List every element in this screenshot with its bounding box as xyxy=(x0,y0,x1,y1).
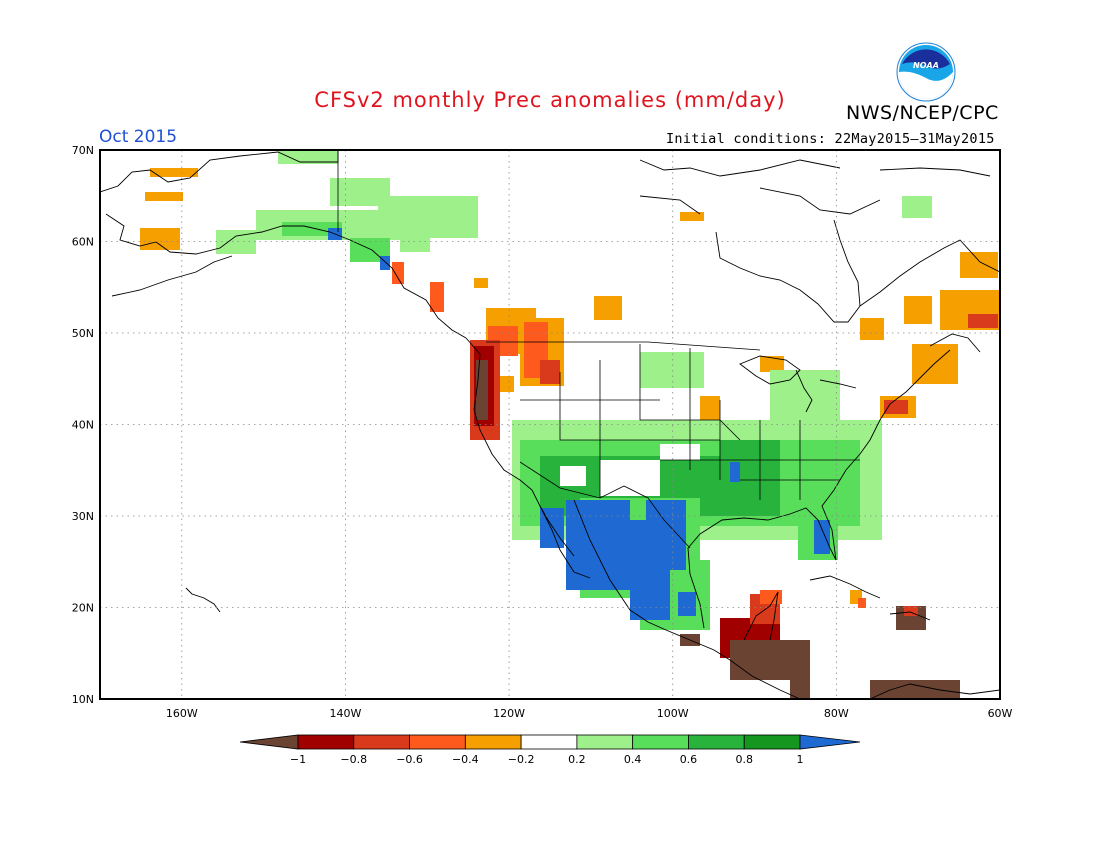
colorbar-tick-label: −0.2 xyxy=(508,753,535,766)
lat-label: 60N xyxy=(72,236,94,249)
lon-label: 160W xyxy=(166,707,198,720)
longitude-labels: 160W 140W 120W 100W 80W 60W xyxy=(166,707,1013,720)
central-america-dry xyxy=(680,590,960,699)
lat-label: 20N xyxy=(72,602,94,615)
coastlines xyxy=(100,150,1000,699)
colorbar-tick-label: 0.8 xyxy=(735,753,753,766)
latitude-labels: 70N 60N 50N 40N 30N 20N 10N xyxy=(72,144,94,706)
colorbar: −1 −0.8 −0.6 −0.4 −0.2 0.2 0.4 0.6 0.8 1 xyxy=(239,734,861,766)
colorbar-segment xyxy=(632,734,689,750)
lat-label: 70N xyxy=(72,144,94,157)
lon-label: 80W xyxy=(824,707,849,720)
pacific-northwest-dry xyxy=(470,308,564,440)
colorbar-tick-label: 0.6 xyxy=(680,753,698,766)
lat-label: 40N xyxy=(72,419,94,432)
colorbar-segment xyxy=(520,734,578,750)
southeast-alaska-dry xyxy=(392,262,444,312)
alaska-wet-anomaly xyxy=(216,150,932,254)
initial-conditions: Initial conditions: 22May2015–31May2015 xyxy=(666,131,995,147)
colorbar-segment xyxy=(464,734,522,750)
colorbar-segment xyxy=(409,734,466,750)
political-borders xyxy=(337,150,860,549)
colorbar-tick-label: −0.4 xyxy=(452,753,479,766)
dry-anomalies-north xyxy=(140,168,1000,384)
lat-label: 30N xyxy=(72,510,94,523)
colorbar-arrow-low xyxy=(239,734,299,750)
colorbar-segment xyxy=(297,734,355,750)
svg-text:NOAA: NOAA xyxy=(913,61,939,70)
colorbar-tick-label: −0.8 xyxy=(340,753,367,766)
lat-label: 10N xyxy=(72,693,94,706)
lon-label: 120W xyxy=(493,707,525,720)
colorbar-tick-label: 0.4 xyxy=(624,753,642,766)
lat-label: 50N xyxy=(72,327,94,340)
colorbar-segment xyxy=(688,734,745,750)
colorbar-arrow-high xyxy=(799,734,861,750)
lon-label: 140W xyxy=(330,707,362,720)
colorbar-segment xyxy=(743,734,801,750)
colorbar-segment xyxy=(576,734,634,750)
newfoundland-dry xyxy=(968,314,998,328)
mexico-wet-max xyxy=(540,462,830,620)
colorbar-tick-label: −1 xyxy=(290,753,306,766)
noaa-logo: NOAA xyxy=(896,42,956,102)
map-title: CFSv2 monthly Prec anomalies (mm/day) xyxy=(314,88,786,112)
colorbar-tick-label: −0.6 xyxy=(396,753,423,766)
colorbar-tick-label: 0.2 xyxy=(568,753,586,766)
agency-label: NWS/NCEP/CPC xyxy=(846,102,999,124)
lon-label: 100W xyxy=(657,707,689,720)
forecast-period: Oct 2015 xyxy=(99,127,178,147)
colorbar-segment xyxy=(353,734,410,750)
new-england-dry xyxy=(880,396,916,418)
graticule xyxy=(100,150,1000,699)
colorbar-tick-label: 1 xyxy=(797,753,804,766)
map-frame xyxy=(99,149,1001,700)
alaska-coast-wet xyxy=(380,256,390,270)
lon-label: 60W xyxy=(988,707,1013,720)
